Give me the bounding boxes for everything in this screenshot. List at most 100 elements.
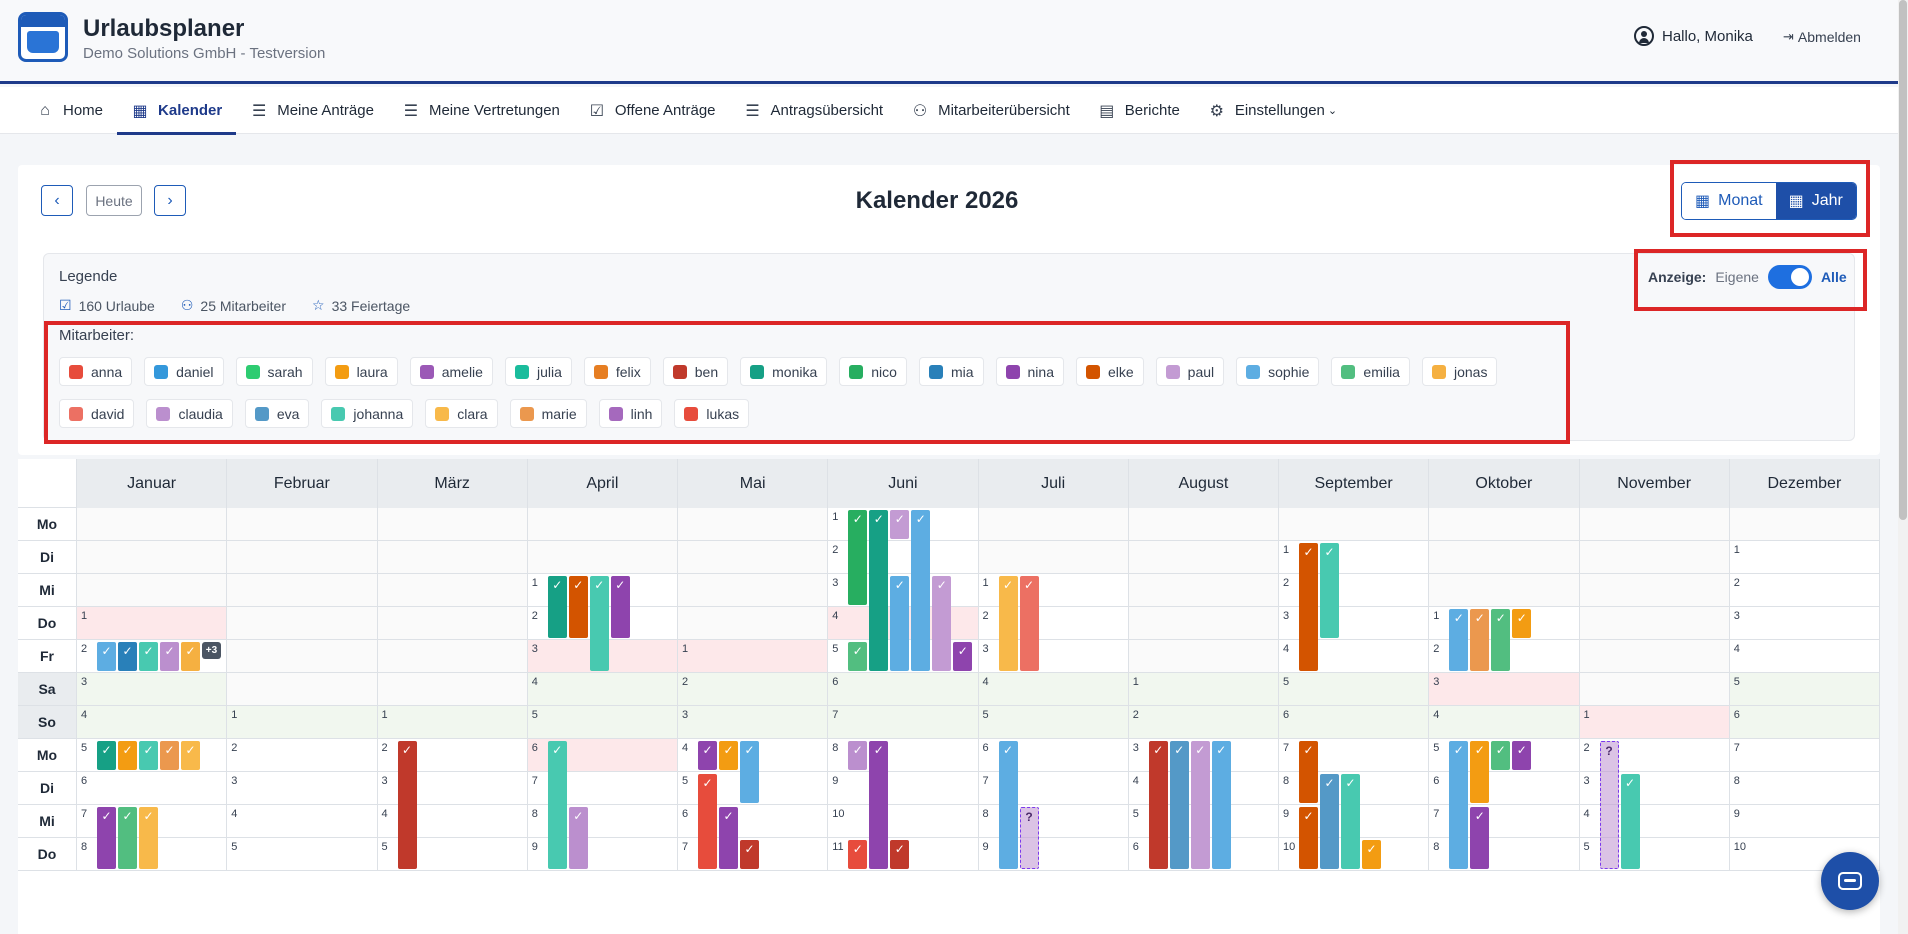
absence-bar-johanna[interactable]: ✓	[1620, 774, 1640, 869]
absence-bar-johanna[interactable]: ✓	[1341, 774, 1360, 869]
absence-bar-nico[interactable]: ✓	[848, 510, 868, 605]
absence-bar-ben[interactable]: ✓	[397, 741, 417, 869]
employee-chip-anna[interactable]: anna	[59, 357, 133, 386]
day-cell[interactable]: 2	[227, 739, 378, 772]
absence-bar-mia[interactable]: ✓	[118, 642, 137, 671]
employee-chip-nico[interactable]: nico	[839, 357, 907, 386]
day-cell[interactable]	[1128, 574, 1279, 607]
day-cell[interactable]	[227, 541, 378, 574]
day-cell[interactable]: 3	[1729, 607, 1880, 640]
day-cell[interactable]: 1	[1729, 541, 1880, 574]
absence-bar-paul[interactable]: ?	[1599, 741, 1619, 869]
absence-bar-claudia[interactable]: ✓	[160, 642, 179, 671]
page-scrollbar[interactable]	[1898, 0, 1908, 934]
day-cell[interactable]	[1579, 574, 1730, 607]
absence-bar-paul[interactable]: ✓	[1190, 741, 1210, 869]
day-cell[interactable]	[1729, 508, 1880, 541]
day-cell[interactable]	[678, 574, 829, 607]
absence-bar-paul[interactable]: ?	[1019, 807, 1039, 869]
day-cell[interactable]: 6	[828, 673, 979, 706]
employee-chip-lukas[interactable]: lukas	[674, 399, 750, 428]
day-cell[interactable]	[227, 640, 378, 673]
day-cell[interactable]: 6	[1279, 706, 1430, 739]
absence-bar-johanna[interactable]: ✓	[139, 741, 158, 770]
day-cell[interactable]: 1	[77, 607, 228, 640]
employee-chip-emilia[interactable]: emilia	[1331, 357, 1410, 386]
absence-bar-johanna[interactable]: ✓	[1320, 543, 1339, 638]
day-cell[interactable]	[377, 607, 528, 640]
absence-bar-elke[interactable]: ✓	[568, 576, 588, 638]
employee-chip-claudia[interactable]: claudia	[146, 399, 233, 428]
display-own-label[interactable]: Eigene	[1715, 269, 1759, 285]
chatbot-button[interactable]	[1821, 852, 1879, 910]
day-cell[interactable]	[1579, 541, 1730, 574]
absence-bar-claudia[interactable]: ✓	[568, 807, 588, 869]
day-cell[interactable]	[1429, 541, 1580, 574]
nav-item-meine-vertretungen[interactable]: ☰ Meine Vertretungen	[388, 87, 574, 134]
employee-chip-jonas[interactable]: jonas	[1421, 357, 1498, 386]
absence-bar-laura[interactable]: ✓	[1362, 840, 1381, 869]
display-all-label[interactable]: Alle	[1820, 269, 1847, 285]
day-cell[interactable]: 7	[1729, 739, 1880, 772]
absence-bar-sophie[interactable]: ✓	[740, 741, 759, 803]
employee-chip-felix[interactable]: felix	[583, 357, 651, 386]
absence-bar-emilia[interactable]: ✓	[118, 807, 137, 869]
day-cell[interactable]: 3	[77, 673, 228, 706]
nav-item-kalender[interactable]: ▦ Kalender	[117, 87, 237, 135]
day-cell[interactable]: 1	[1128, 673, 1279, 706]
day-cell[interactable]	[227, 673, 378, 706]
view-year-button[interactable]: ▦ Jahr	[1775, 183, 1856, 219]
absence-bar-monika[interactable]: ✓	[869, 510, 889, 671]
day-cell[interactable]	[377, 541, 528, 574]
employee-chip-mia[interactable]: mia	[918, 357, 984, 386]
day-cell[interactable]: 9	[828, 772, 979, 805]
absence-bar-nina[interactable]: ✓	[610, 576, 630, 638]
day-cell[interactable]	[1579, 640, 1730, 673]
absence-bar-ben[interactable]: ✓	[740, 840, 759, 869]
absence-bar-jonas[interactable]: ✓	[181, 642, 200, 671]
day-cell[interactable]: 4	[527, 673, 678, 706]
day-cell[interactable]: 5	[1279, 673, 1430, 706]
employee-chip-sarah[interactable]: sarah	[235, 357, 313, 386]
absence-bar-elke[interactable]: ✓	[1299, 741, 1318, 803]
day-cell[interactable]	[1279, 508, 1430, 541]
absence-bar-johanna[interactable]: ✓	[139, 642, 158, 671]
day-cell[interactable]	[1128, 541, 1279, 574]
absence-bar-elke[interactable]: ✓	[1299, 807, 1318, 869]
employee-chip-marie[interactable]: marie	[509, 399, 587, 428]
day-cell[interactable]	[227, 607, 378, 640]
day-cell[interactable]: 1	[678, 640, 829, 673]
absence-bar-emilia[interactable]: ✓	[848, 642, 868, 671]
day-cell[interactable]: 2	[1729, 574, 1880, 607]
nav-item-home[interactable]: ⌂ Home	[22, 87, 117, 134]
day-cell[interactable]	[227, 508, 378, 541]
absence-bar-sophie[interactable]: ✓	[911, 510, 931, 671]
day-cell[interactable]: 6	[77, 772, 228, 805]
employee-chip-monika[interactable]: monika	[740, 357, 828, 386]
day-cell[interactable]	[377, 574, 528, 607]
absence-bar-clara[interactable]: ✓	[181, 741, 200, 770]
absence-bar-sophie[interactable]: ✓	[1449, 741, 1469, 869]
absence-bar-clara[interactable]: ✓	[998, 576, 1018, 671]
day-cell[interactable]: 3	[1429, 673, 1580, 706]
day-cell[interactable]	[77, 574, 228, 607]
day-cell[interactable]: 4	[77, 706, 228, 739]
absence-bar-ben[interactable]: ✓	[890, 840, 910, 869]
absence-bar-laura[interactable]: ✓	[1470, 741, 1490, 803]
absence-bar-claudia[interactable]: ✓	[848, 741, 868, 770]
day-cell[interactable]	[227, 574, 378, 607]
absence-bar-laura[interactable]: ✓	[118, 741, 137, 770]
absence-bar-marie[interactable]: ✓	[160, 741, 179, 770]
day-cell[interactable]: 4	[1729, 640, 1880, 673]
day-cell[interactable]: 2	[678, 673, 829, 706]
absence-bar-nina[interactable]: ✓	[1512, 741, 1532, 770]
absence-bar-johanna[interactable]: ✓	[589, 576, 609, 671]
day-cell[interactable]: 2	[1128, 706, 1279, 739]
absence-bar-sophie[interactable]: ✓	[1211, 741, 1231, 869]
absence-bar-emilia[interactable]: ✓	[1491, 741, 1511, 770]
absence-bar-eva[interactable]: ✓	[1320, 774, 1339, 869]
day-cell[interactable]	[1579, 508, 1730, 541]
day-cell[interactable]: 6	[1729, 706, 1880, 739]
employee-chip-ben[interactable]: ben	[662, 357, 729, 386]
next-year-button[interactable]: ›	[154, 185, 186, 216]
